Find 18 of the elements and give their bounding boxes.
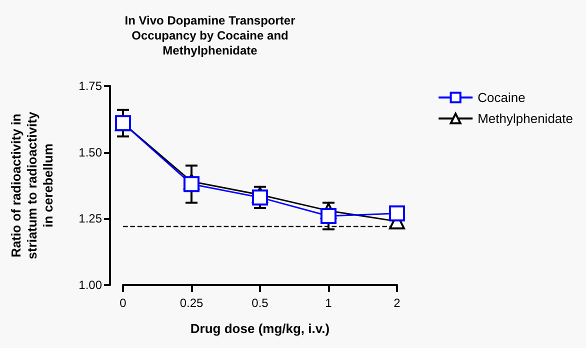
x-tick-label: 0.25 bbox=[180, 296, 204, 310]
point bbox=[389, 205, 405, 222]
legend-label: Cocaine bbox=[478, 90, 526, 105]
y-tick-label: 1.50 bbox=[78, 145, 102, 160]
x-tick-label: 1 bbox=[325, 296, 332, 310]
point bbox=[252, 189, 268, 206]
x-tick-label: 0 bbox=[120, 296, 127, 310]
legend-label: Methylphenidate bbox=[478, 111, 574, 126]
y-axis-title: Ratio of radioactivity in striatum to radioactivity in cerebellum bbox=[8, 111, 56, 260]
point bbox=[184, 176, 200, 192]
y-tick-label: 1.00 bbox=[78, 278, 102, 292]
y-tick-label: 1.75 bbox=[78, 79, 102, 93]
point bbox=[320, 208, 336, 224]
chart-title: In Vivo Dopamine Transporter Occupancy by Cocaine and Methylphenidate bbox=[124, 14, 296, 58]
x-tick-label: 2 bbox=[394, 296, 401, 310]
x-tick-label: 0.5 bbox=[252, 296, 269, 310]
y-tick-label: 1.25 bbox=[78, 212, 102, 226]
x-axis-title: Drug dose (mg/kg, i.v.) bbox=[190, 321, 330, 336]
